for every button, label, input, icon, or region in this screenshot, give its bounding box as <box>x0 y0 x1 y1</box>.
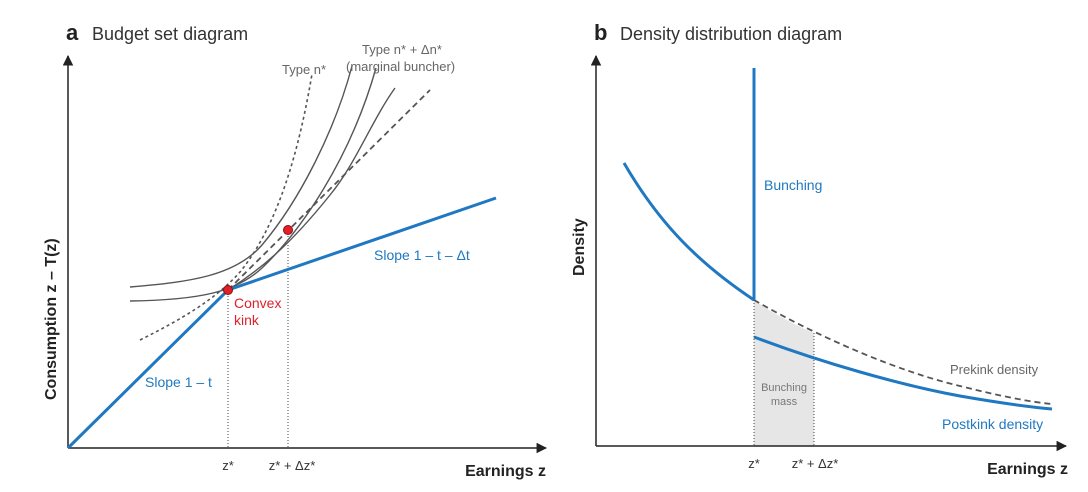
panel-b-density-curve-left <box>622 162 755 302</box>
panel-a-type-n-delta-label-2: (marginal buncher) <box>346 59 455 74</box>
panel-b-y-axis-label: Density <box>571 218 588 276</box>
panel-b-x-axis-label: Earnings z <box>987 461 1068 478</box>
panel-a-marginal-buncher-point <box>283 225 293 235</box>
panel-a-convex-kink-label-2: kink <box>234 312 260 328</box>
panel-a-dashed-extension <box>227 89 431 291</box>
panel-a-x-axis-label: Earnings z <box>465 463 546 480</box>
panel-a-indifference-curve-3 <box>227 87 396 291</box>
panel-b-letter: b <box>594 20 607 45</box>
panel-a-title: Budget set diagram <box>92 24 248 44</box>
panel-a-y-axis-label: Consumption z – T(z) <box>43 238 60 400</box>
panel-a: a Budget set diagram Consumption z – T(z… <box>43 20 548 480</box>
panel-b-postkink-label: Postkink density <box>942 416 1043 432</box>
panel-b-postkink-density-curve <box>753 335 1053 411</box>
panel-b-tick-z-delta: z* + Δz* <box>792 456 839 471</box>
panel-a-type-n-delta-label-1: Type n* + Δn* <box>362 42 442 57</box>
panel-b-bunching-mass-label-2: mass <box>771 396 798 408</box>
panel-a-type-n-label: Type n* <box>282 62 326 77</box>
panel-b-bunching-mass-label-1: Bunching <box>761 382 807 394</box>
panel-a-tick-z-delta: z* + Δz* <box>269 458 316 473</box>
panel-a-indifference-curve-2 <box>129 67 377 302</box>
panel-b-bunching-label: Bunching <box>764 177 822 193</box>
panel-b-bunching-mass-area <box>754 300 814 446</box>
panel-a-convex-kink-label-1: Convex <box>234 295 281 311</box>
panel-a-tick-z: z* <box>222 458 234 473</box>
panel-b: b Density distribution diagram Density E… <box>571 20 1068 478</box>
panel-b-prekink-density-curve <box>753 299 1053 405</box>
panel-a-kink-point <box>223 285 233 295</box>
panel-a-budget-line <box>66 196 497 450</box>
panel-b-title: Density distribution diagram <box>620 24 842 44</box>
panel-b-tick-z: z* <box>748 456 760 471</box>
panel-a-slope-upper-label: Slope 1 – t – Δt <box>374 247 470 263</box>
panel-b-prekink-label: Prekink density <box>950 362 1039 377</box>
panel-a-type-n-curve <box>139 73 313 341</box>
panel-a-letter: a <box>66 20 79 45</box>
panel-a-indifference-curve-1 <box>129 65 353 288</box>
panel-a-slope-lower-label: Slope 1 – t <box>145 374 212 390</box>
